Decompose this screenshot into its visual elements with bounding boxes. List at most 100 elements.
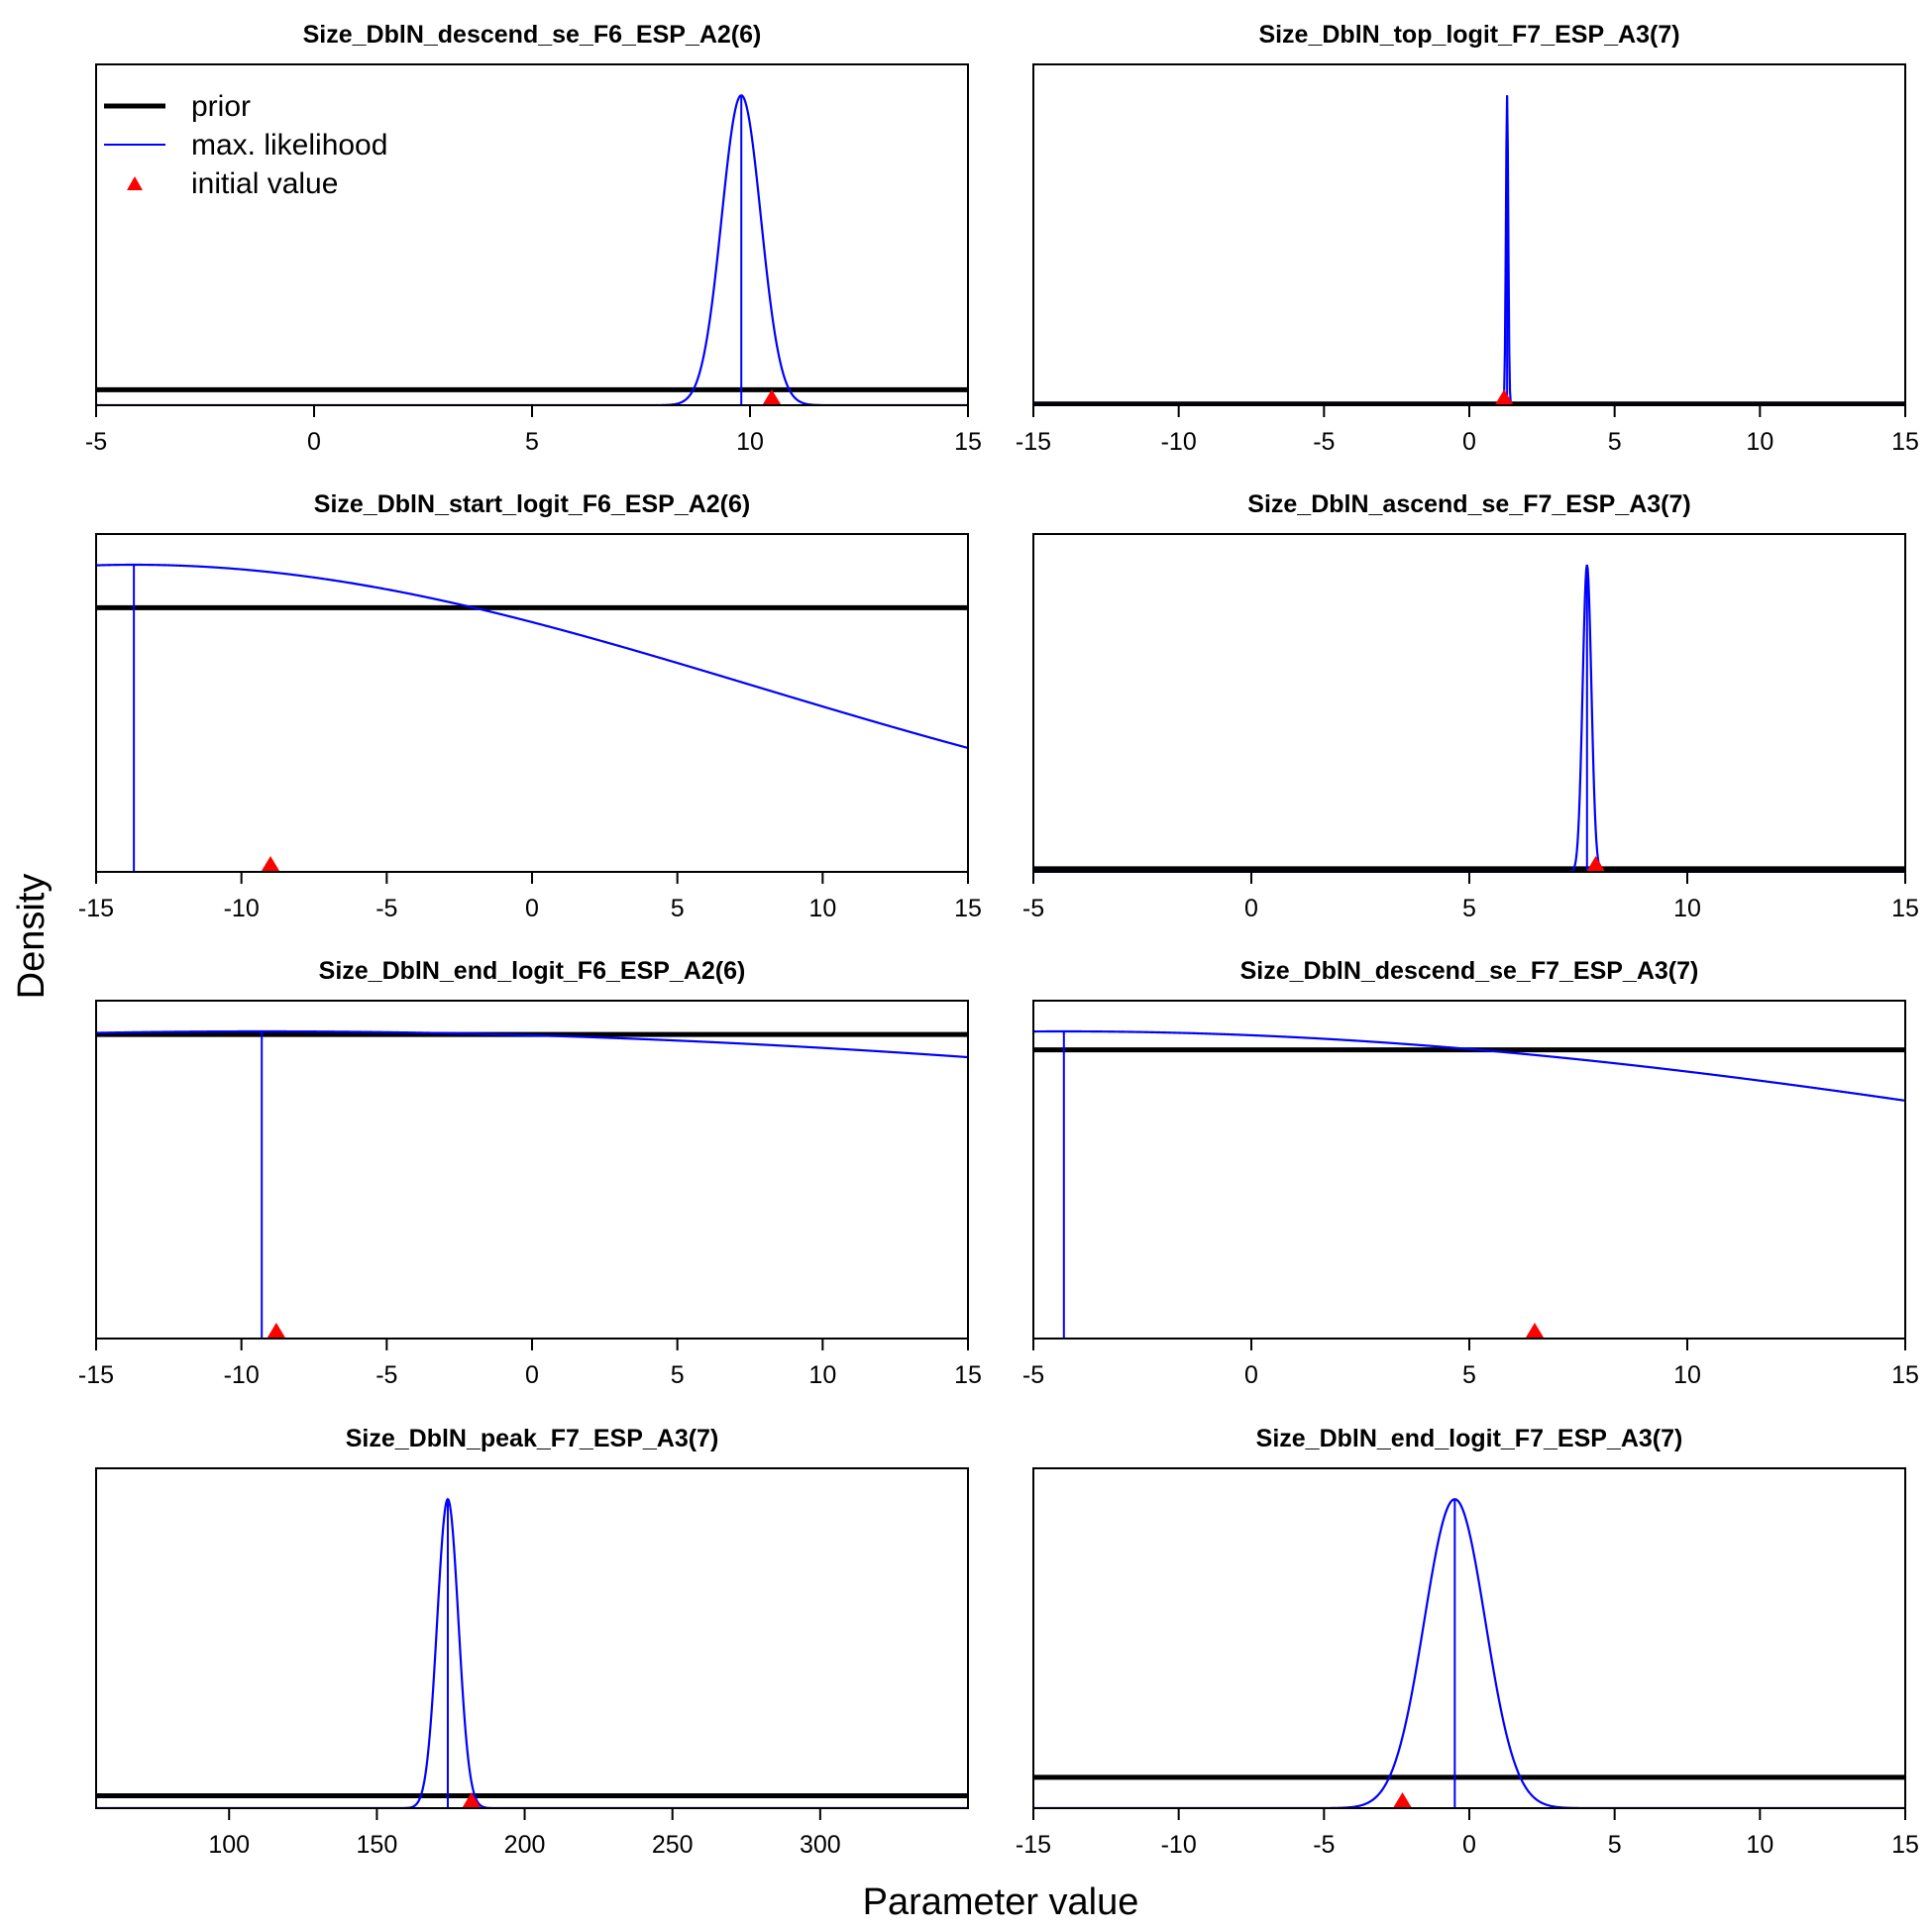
- x-tick-label: 15: [1891, 1361, 1919, 1389]
- x-tick-label: -15: [1016, 428, 1051, 456]
- plot-area: [1033, 1498, 1905, 1808]
- x-tick-label: -5: [1022, 1361, 1044, 1389]
- x-tick-label: -5: [85, 428, 107, 456]
- x-tick-label: 100: [208, 1831, 250, 1859]
- mle-curve: [1033, 564, 1905, 872]
- panel-title: Size_DblN_top_logit_F7_ESP_A3(7): [1258, 21, 1679, 49]
- x-tick-label: 200: [504, 1831, 546, 1859]
- plot-frame: [1032, 533, 1906, 873]
- panel-3: Size_DblN_start_logit_F6_ESP_A2(6) -15 -10…: [78, 490, 982, 922]
- x-tick-label: -10: [224, 895, 260, 922]
- mle-curve: [96, 1029, 968, 1059]
- x-tick-label: -10: [1161, 1831, 1197, 1859]
- x-tick-label: 15: [1891, 1831, 1919, 1859]
- panel-title: Size_DblN_peak_F7_ESP_A3(7): [346, 1425, 719, 1452]
- panel-title: Size_DblN_end_logit_F7_ESP_A3(7): [1256, 1425, 1683, 1452]
- panel-title: Size_DblN_descend_se_F6_ESP_A2(6): [303, 21, 762, 49]
- x-tick-label: 5: [1462, 895, 1476, 922]
- x-tick-label: 10: [808, 895, 836, 922]
- x-tick-label: -5: [1022, 895, 1044, 922]
- x-tick-label: 10: [808, 1361, 836, 1389]
- panel-8: Size_DblN_end_logit_F7_ESP_A3(7) -15 -10 -5…: [1016, 1425, 1919, 1859]
- plot-frame: [95, 1000, 969, 1340]
- x-tick-label: -10: [1161, 428, 1197, 456]
- x-tick-label: 10: [1673, 895, 1701, 922]
- x-tick-label: -5: [1313, 1831, 1335, 1859]
- initial-value-marker: [262, 856, 279, 871]
- plot-frame: [1032, 63, 1906, 406]
- x-tick-label: 15: [954, 895, 982, 922]
- mle-curve: [1033, 1498, 1905, 1808]
- panel-title: Size_DblN_start_logit_F6_ESP_A2(6): [314, 490, 750, 518]
- x-tick-label: 250: [652, 1831, 694, 1859]
- initial-value-marker: [1526, 1323, 1544, 1338]
- x-tick-label: 0: [1462, 428, 1476, 456]
- x-tick-label: 10: [1673, 1361, 1701, 1389]
- y-axis-title: Density: [11, 874, 53, 1000]
- x-tick-label: 10: [1746, 428, 1773, 456]
- x-tick-label: 10: [1746, 1831, 1773, 1859]
- x-tick-label: 5: [1608, 428, 1622, 456]
- x-tick-label: 300: [800, 1831, 841, 1859]
- initial-value-marker: [1495, 389, 1514, 404]
- panel-2: Size_DblN_top_logit_F7_ESP_A3(7) -15 -10 -5…: [1016, 21, 1919, 456]
- x-tick-label: 5: [1608, 1831, 1622, 1859]
- panel-title: Size_DblN_end_logit_F6_ESP_A2(6): [319, 957, 746, 985]
- x-tick-label: 150: [357, 1831, 398, 1859]
- panel-title: Size_DblN_descend_se_F7_ESP_A3(7): [1240, 957, 1699, 985]
- legend-label: initial value: [191, 167, 338, 200]
- x-tick-label: 0: [1244, 895, 1258, 922]
- x-tick-label: 0: [525, 1361, 539, 1389]
- initial-value-marker: [462, 1792, 481, 1807]
- panel-5: Size_DblN_end_logit_F6_ESP_A2(6) -15 -10 -5…: [78, 957, 982, 1389]
- legend: prior max. likelihood initial value: [104, 90, 387, 200]
- x-tick-label: 10: [736, 428, 764, 456]
- legend-label: prior: [191, 90, 251, 123]
- plot-frame: [1032, 1467, 1906, 1809]
- plot-frame: [95, 1467, 969, 1809]
- x-tick-label: 15: [954, 428, 982, 456]
- x-tick-label: 15: [1891, 895, 1919, 922]
- plot-area: [1033, 564, 1905, 872]
- x-tick-label: 0: [1244, 1361, 1258, 1389]
- x-tick-label: -5: [1313, 428, 1335, 456]
- x-tick-label: -15: [78, 1361, 114, 1389]
- plot-area: [96, 563, 968, 872]
- legend-swatch: [127, 176, 143, 190]
- plot-frame: [95, 533, 969, 873]
- panel-6: Size_DblN_descend_se_F7_ESP_A3(7) -5 0 5 10 1…: [1022, 957, 1919, 1389]
- mle-curve: [1033, 1029, 1905, 1102]
- initial-value-marker: [267, 1323, 285, 1338]
- plot-area: [96, 1497, 968, 1808]
- panel-4: Size_DblN_ascend_se_F7_ESP_A3(7) -5 0 5 10 15: [1022, 490, 1919, 922]
- x-tick-label: 15: [954, 1361, 982, 1389]
- panel-1: Size_DblN_descend_se_F6_ESP_A2(6) -5 0 5 10 1…: [85, 21, 982, 456]
- x-tick-label: -5: [376, 1361, 397, 1389]
- x-tick-label: -15: [78, 895, 114, 922]
- initial-value-marker: [1393, 1792, 1412, 1807]
- panel-7: Size_DblN_peak_F7_ESP_A3(7) 100 150 200 250 3…: [95, 1425, 969, 1859]
- mle-curve: [96, 1497, 968, 1808]
- panels: Size_DblN_descend_se_F6_ESP_A2(6) -5 0 5 10 1…: [78, 21, 1919, 1859]
- x-tick-label: 5: [1462, 1361, 1476, 1389]
- initial-value-marker: [1586, 856, 1605, 871]
- legend-label: max. likelihood: [191, 129, 387, 161]
- x-tick-label: 0: [307, 428, 321, 456]
- initial-value-marker: [763, 389, 781, 404]
- x-tick-label: 0: [525, 895, 539, 922]
- x-axis-title: Parameter value: [863, 1881, 1139, 1923]
- mle-curve: [96, 563, 968, 750]
- panel-title: Size_DblN_ascend_se_F7_ESP_A3(7): [1247, 490, 1690, 518]
- x-tick-label: -15: [1016, 1831, 1051, 1859]
- x-tick-label: 5: [671, 1361, 685, 1389]
- x-tick-label: 5: [671, 895, 685, 922]
- x-tick-label: 5: [525, 428, 539, 456]
- plot-area: [1033, 95, 1905, 405]
- x-tick-label: 15: [1891, 428, 1919, 456]
- plot-area: [96, 1029, 968, 1339]
- x-tick-label: -5: [376, 895, 397, 922]
- x-tick-label: -10: [224, 1361, 260, 1389]
- x-tick-label: 0: [1462, 1831, 1476, 1859]
- mle-curve: [1033, 95, 1905, 405]
